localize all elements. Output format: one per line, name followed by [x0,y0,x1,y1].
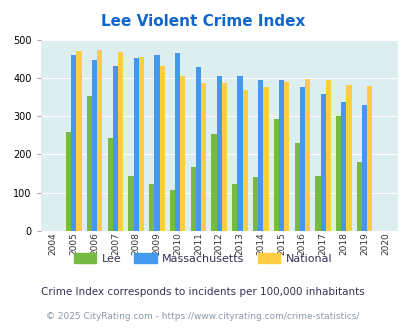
Bar [216,76,221,231]
Bar [345,85,351,231]
Bar [304,79,309,231]
Bar [284,82,289,231]
Bar [294,143,299,231]
Bar [113,66,118,231]
Bar [169,190,175,231]
Bar [97,50,102,231]
Bar [315,176,320,231]
Bar [341,102,345,231]
Bar [92,59,97,231]
Bar [76,51,81,231]
Bar [149,184,154,231]
Bar [263,87,268,231]
Bar [71,54,76,231]
Bar [335,116,341,231]
Bar [232,184,237,231]
Bar [367,86,371,231]
Bar [278,80,284,231]
Text: Crime Index corresponds to incidents per 100,000 inhabitants: Crime Index corresponds to incidents per… [41,287,364,297]
Bar [87,96,92,231]
Bar [128,176,133,231]
Bar [180,76,185,231]
Legend: Lee, Massachusetts, National: Lee, Massachusetts, National [69,248,336,268]
Bar [211,134,216,231]
Bar [139,57,144,231]
Text: Lee Violent Crime Index: Lee Violent Crime Index [100,14,305,29]
Bar [195,67,200,231]
Bar [356,162,361,231]
Bar [273,119,278,231]
Text: © 2025 CityRating.com - https://www.cityrating.com/crime-statistics/: © 2025 CityRating.com - https://www.city… [46,312,359,321]
Bar [159,66,164,231]
Bar [190,167,195,231]
Bar [221,83,226,231]
Bar [133,58,139,231]
Bar [252,178,258,231]
Bar [200,83,206,231]
Bar [154,55,159,231]
Bar [118,52,123,231]
Bar [299,87,304,231]
Bar [66,132,71,231]
Bar [237,76,242,231]
Bar [258,80,263,231]
Bar [361,106,367,231]
Bar [175,53,180,231]
Bar [242,90,247,231]
Bar [325,80,330,231]
Bar [320,94,325,231]
Bar [107,138,113,231]
